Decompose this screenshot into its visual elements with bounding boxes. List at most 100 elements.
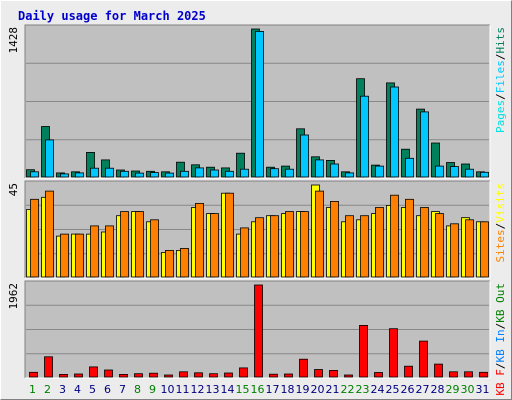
bar-kb-f-day-31 [479, 371, 488, 378]
panel-border-dark [24, 24, 490, 178]
day-label-16: 16 [251, 383, 265, 396]
day-label-3: 3 [59, 383, 66, 396]
bar-kb-f-day-3 [59, 373, 68, 378]
bar-kb-f-day-21 [329, 369, 338, 378]
day-label-1: 1 [29, 383, 36, 396]
bar-sites-day-8 [135, 211, 144, 278]
bar-files-day-29 [450, 166, 459, 178]
legend-separator: / [494, 363, 507, 370]
bar-files-day-6 [105, 167, 114, 178]
bar-sites-day-26 [405, 198, 414, 278]
day-label-20: 20 [311, 383, 325, 396]
bar-files-day-24 [375, 165, 384, 178]
bar-files-day-3 [60, 173, 69, 178]
bar-files-day-26 [405, 157, 414, 178]
bar-kb-f-day-5 [89, 366, 98, 378]
day-label-13: 13 [206, 383, 220, 396]
day-label-17: 17 [266, 383, 280, 396]
bar-kb-f-day-15 [239, 367, 248, 378]
bar-files-day-21 [330, 163, 339, 178]
day-label-8: 8 [134, 383, 141, 396]
panel-visits-sites: 45 Sites/Visits [7, 180, 507, 279]
legend-kb-in: KB In [494, 329, 507, 362]
legend-sites: Sites [494, 229, 507, 262]
bar-files-day-9 [150, 172, 159, 178]
bar-files-day-13 [210, 169, 219, 178]
day-label-18: 18 [281, 383, 295, 396]
bar-files-day-22 [345, 172, 354, 178]
legend-separator: / [494, 223, 507, 230]
bar-kb-f-day-29 [449, 371, 458, 378]
bar-kb-f-day-9 [149, 372, 158, 378]
legend-separator: / [494, 323, 507, 330]
bar-files-day-2 [45, 139, 54, 178]
legend-hits: Hits [494, 27, 507, 54]
day-label-21: 21 [326, 383, 340, 396]
legend-visits: Visits [494, 183, 507, 223]
bar-sites-day-12 [195, 202, 204, 278]
legend-kbytes: KB F/KB In/KB Out [494, 283, 507, 396]
bar-sites-day-3 [60, 233, 69, 278]
bar-kb-f-day-6 [104, 369, 113, 378]
bar-files-day-15 [240, 168, 249, 178]
bar-kb-f-day-27 [419, 340, 428, 378]
legend-kb-out: KB Out [494, 283, 507, 323]
bar-kb-f-day-19 [299, 358, 308, 378]
bar-files-day-19 [300, 134, 309, 178]
bar-sites-day-31 [480, 221, 489, 278]
bar-files-day-7 [120, 170, 129, 178]
chart-title: Daily usage for March 2025 [18, 9, 206, 23]
bar-sites-day-19 [300, 211, 309, 278]
bar-kb-f-day-28 [434, 363, 443, 378]
bar-kb-f-day-17 [269, 373, 278, 378]
day-label-27: 27 [416, 383, 430, 396]
day-label-11: 11 [176, 383, 190, 396]
day-label-30: 30 [461, 383, 475, 396]
bar-kb-f-day-10 [164, 374, 173, 378]
bar-sites-day-21 [330, 200, 339, 278]
bar-files-day-25 [390, 86, 399, 178]
bar-files-day-18 [285, 168, 294, 178]
day-label-6: 6 [104, 383, 111, 396]
day-label-23: 23 [356, 383, 370, 396]
bar-files-day-8 [135, 172, 144, 178]
day-label-15: 15 [236, 383, 250, 396]
bar-sites-day-4 [75, 233, 84, 278]
day-label-26: 26 [401, 383, 415, 396]
bar-sites-day-7 [120, 211, 129, 278]
bar-sites-day-15 [240, 227, 249, 278]
day-label-9: 9 [149, 383, 156, 396]
day-label-22: 22 [341, 383, 355, 396]
day-label-28: 28 [431, 383, 445, 396]
bar-sites-day-9 [150, 219, 159, 278]
bar-sites-day-25 [390, 194, 399, 278]
day-label-25: 25 [386, 383, 400, 396]
y-max-label: 1428 [7, 27, 20, 54]
bar-kb-f-day-26 [404, 365, 413, 378]
day-label-5: 5 [89, 383, 96, 396]
bar-files-day-20 [315, 159, 324, 178]
bar-files-day-14 [225, 170, 234, 178]
bar-kb-f-day-4 [74, 373, 83, 378]
bar-sites-day-10 [165, 249, 174, 278]
bar-files-day-30 [465, 168, 474, 178]
day-label-24: 24 [371, 383, 385, 396]
bar-kb-f-day-16 [254, 284, 263, 378]
bar-kb-f-day-2 [44, 356, 53, 378]
day-label-29: 29 [446, 383, 460, 396]
legend-separator: / [494, 54, 507, 61]
legend-separator: / [494, 93, 507, 100]
bar-sites-day-17 [270, 215, 279, 278]
bar-sites-day-13 [210, 213, 219, 278]
bar-sites-day-16 [255, 217, 264, 278]
bar-sites-day-27 [420, 207, 429, 278]
bar-sites-day-1 [30, 198, 39, 278]
bar-files-day-12 [195, 167, 204, 178]
bar-sites-day-23 [360, 215, 369, 278]
bar-kb-f-day-14 [224, 372, 233, 378]
legend-visits-sites: Sites/Visits [494, 183, 507, 263]
bar-sites-day-29 [450, 223, 459, 278]
bar-sites-day-28 [435, 213, 444, 278]
legend-files: Files [494, 60, 507, 93]
